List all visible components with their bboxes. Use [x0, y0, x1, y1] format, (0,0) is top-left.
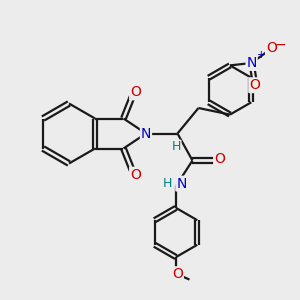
Text: O: O: [214, 152, 225, 166]
Text: O: O: [172, 267, 183, 281]
Text: N: N: [141, 127, 151, 140]
Text: O: O: [130, 168, 141, 182]
Text: +: +: [257, 50, 266, 60]
Text: N: N: [246, 56, 257, 70]
Text: H: H: [163, 177, 172, 190]
Text: O: O: [266, 41, 277, 55]
Text: O: O: [130, 85, 141, 99]
Text: N: N: [176, 177, 187, 190]
Text: H: H: [171, 140, 181, 154]
Text: O: O: [249, 78, 260, 92]
Text: −: −: [274, 38, 286, 51]
